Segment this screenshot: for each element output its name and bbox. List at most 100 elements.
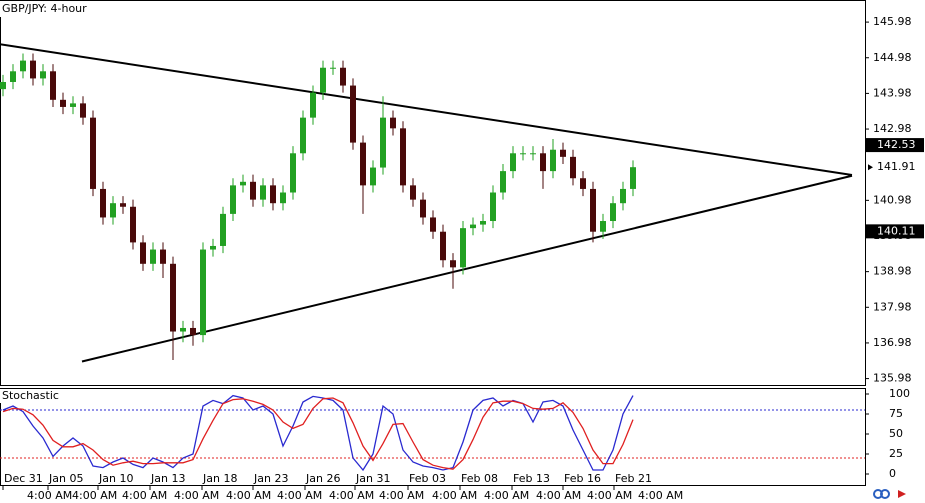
trendline: [81, 174, 853, 363]
candle-body: [40, 71, 46, 79]
stoch-title-bg: [0, 389, 57, 403]
y-tick-label: 50: [889, 427, 903, 440]
candle-body: [570, 156, 576, 179]
price-label: 141.91: [877, 160, 916, 173]
y-tick-label: 75: [889, 407, 903, 420]
x-tick-label: Dec 31: [4, 472, 43, 485]
candle-body: [350, 85, 356, 143]
x-tick-label: Feb 16: [564, 472, 601, 485]
candle-body: [200, 249, 206, 336]
x-tick-time: 4:00 AM: [587, 489, 632, 502]
y-tick-label: 137.98: [873, 300, 912, 313]
x-tick-time: 4:00 AM: [329, 489, 374, 502]
candle-body: [170, 263, 176, 332]
y-tick-label: 143.98: [873, 86, 912, 99]
x-tick-label: Feb 03: [409, 472, 446, 485]
candle-body: [0, 81, 6, 90]
candle-body: [300, 117, 306, 154]
candle-body: [100, 188, 106, 218]
candle-body: [310, 92, 316, 118]
y-tick-label: 140.98: [873, 193, 912, 206]
candle-body: [600, 221, 606, 232]
candle-body: [260, 185, 266, 200]
candle-body: [460, 228, 466, 268]
y-tick-label: 138.98: [873, 265, 912, 278]
x-tick-label: Jan 31: [355, 472, 390, 485]
candle-body: [400, 128, 406, 186]
candle-body: [120, 203, 126, 207]
corner-icons[interactable]: [873, 489, 906, 499]
x-tick-label: Jan 18: [202, 472, 237, 485]
candle-body: [370, 167, 376, 186]
y-tick-label: 144.98: [873, 51, 912, 64]
candle-body: [290, 153, 296, 193]
candle-body: [630, 167, 636, 189]
candle-body: [610, 203, 616, 222]
y-tick-label: 145.98: [873, 15, 912, 28]
candle-body: [20, 60, 26, 72]
x-tick-label: Feb 13: [513, 472, 550, 485]
candle-body: [70, 103, 76, 107]
x-tick-label: Feb 08: [461, 472, 498, 485]
candle-body: [230, 185, 236, 214]
x-tick-time: 4:00 AM: [277, 489, 322, 502]
candle-body: [480, 221, 486, 225]
candle-body: [390, 117, 396, 129]
x-tick-label: Feb 21: [615, 472, 652, 485]
candle-body: [440, 231, 446, 261]
price-label-box: [866, 160, 924, 175]
y-tick-label: 135.98: [873, 372, 912, 385]
candle-body: [620, 188, 626, 204]
candle-body: [140, 242, 146, 264]
x-tick-time: 4:00 AM: [638, 489, 683, 502]
x-tick-label: Jan 13: [150, 472, 185, 485]
x-tick-time: 4:00 AM: [432, 489, 477, 502]
x-tick-time: 4:00 AM: [226, 489, 271, 502]
candle-body: [500, 171, 506, 193]
candle-body: [420, 199, 426, 218]
x-tick-label: Jan 05: [48, 472, 83, 485]
candle-body: [430, 217, 436, 232]
candle-body: [280, 192, 286, 204]
candle-body: [150, 249, 156, 264]
trendline: [0, 43, 853, 177]
candle-body: [530, 153, 536, 155]
y-tick-label: 25: [889, 447, 903, 460]
x-tick-time: 4:00 AM: [379, 489, 424, 502]
candle-body: [360, 142, 366, 186]
candle-body: [490, 192, 496, 222]
icon[interactable]: [898, 490, 906, 498]
stochastic-panel-frame: [0, 388, 866, 486]
candle-body: [320, 67, 326, 93]
candle-body: [10, 71, 16, 82]
price-label: 140.11: [877, 224, 916, 237]
candle-body: [190, 327, 196, 336]
candle-body: [550, 149, 556, 172]
candle-body: [380, 117, 386, 168]
candle-body: [30, 60, 36, 79]
price-label-box: [866, 138, 924, 153]
candle-body: [470, 224, 476, 229]
candle-body: [240, 181, 246, 186]
y-tick-label: 136.98: [873, 336, 912, 349]
candle-body: [130, 206, 136, 243]
price-marker: [868, 164, 873, 171]
chart-title: GBP/JPY: 4-hour: [2, 2, 87, 15]
x-tick-label: Jan 23: [253, 472, 288, 485]
candle-body: [110, 203, 116, 218]
candle-body: [80, 103, 86, 118]
x-tick-time: 4:00 AM: [484, 489, 529, 502]
candle-body: [330, 67, 336, 69]
x-tick-time: 4:00 AM: [174, 489, 219, 502]
x-tick-time: 4:00 AM: [27, 489, 72, 502]
stochastic-line: [2, 394, 634, 472]
candle-body: [540, 153, 546, 172]
icon[interactable]: [880, 489, 890, 499]
title-bg: [0, 1, 88, 17]
candle-body: [90, 117, 96, 189]
x-tick-time: 4:00 AM: [536, 489, 581, 502]
x-tick-label: Jan 26: [305, 472, 340, 485]
y-tick-label: 142.98: [873, 122, 912, 135]
y-tick-label: 100: [889, 387, 910, 400]
stochastic-line: [2, 397, 634, 470]
